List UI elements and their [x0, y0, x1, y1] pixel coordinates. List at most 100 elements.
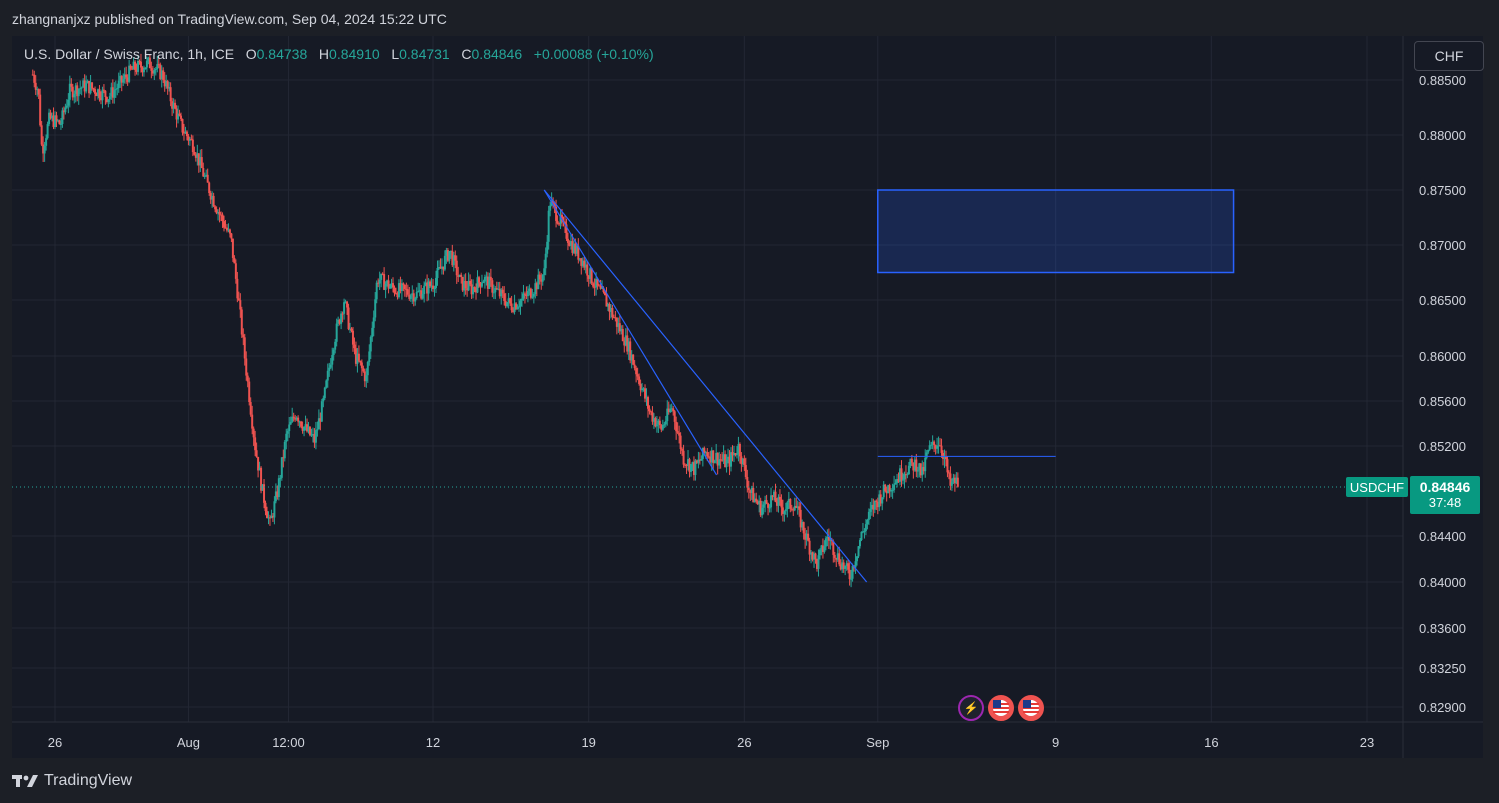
candle-body [45, 138, 48, 146]
candle-body [561, 214, 564, 222]
candle-body [878, 494, 881, 508]
candle-body [510, 303, 513, 311]
candle-body [605, 295, 608, 307]
candle-body [37, 89, 40, 95]
candle-body [466, 288, 469, 291]
candle-body [743, 458, 746, 466]
candle-body [91, 82, 94, 89]
candle-body [799, 509, 802, 528]
currency-button[interactable]: CHF [1414, 41, 1484, 71]
candle-body [897, 479, 900, 482]
candle-body [710, 450, 713, 463]
candle-body [758, 500, 761, 505]
candle-body [817, 555, 820, 569]
candle-body [649, 411, 652, 413]
us-flag-icon[interactable] [988, 695, 1014, 721]
candle-body [875, 500, 878, 502]
candle-body [630, 354, 633, 361]
candle-body [310, 434, 313, 436]
candle-body [307, 426, 310, 432]
candle-body [257, 456, 260, 471]
candle-body [89, 82, 92, 94]
candle-body [217, 211, 220, 214]
candle-body [316, 429, 319, 431]
x-tick-label: 9 [1052, 735, 1059, 750]
candle-body [523, 293, 526, 295]
candle-body [251, 414, 254, 429]
candle-body [286, 431, 289, 434]
candle-body [741, 458, 744, 465]
candle-body [329, 364, 332, 368]
candle-body [51, 115, 54, 119]
candle-body [780, 499, 783, 508]
candle-body [820, 545, 823, 550]
candle-body [909, 458, 912, 466]
candle-body [199, 157, 202, 166]
candle-body [472, 287, 475, 295]
candle-body [939, 445, 942, 447]
candle-body [644, 388, 647, 399]
x-tick-label: Sep [866, 735, 889, 750]
candle-body [240, 309, 243, 335]
candle-body [298, 421, 301, 423]
candle-body [501, 289, 504, 294]
candle-body [383, 274, 386, 290]
candle-body [896, 479, 899, 484]
candle-body [191, 139, 194, 153]
candle-body [132, 61, 135, 70]
candle-body [904, 474, 907, 476]
candle-body [725, 459, 728, 467]
us-flag-icon[interactable] [1018, 695, 1044, 721]
candle-body [221, 214, 224, 222]
candle-body [142, 69, 145, 73]
candle-body [890, 490, 893, 492]
candle-body [371, 327, 374, 338]
candle-body [344, 301, 347, 303]
candle-body [301, 426, 304, 431]
candle-body [764, 500, 767, 505]
candle-body [245, 358, 248, 376]
candle-body [540, 279, 543, 282]
tradingview-logo[interactable]: TradingView [12, 772, 132, 790]
candle-body [767, 503, 770, 508]
candle-body [420, 290, 423, 299]
candle-body [154, 68, 157, 70]
candle-body [789, 499, 792, 509]
candle-body [228, 229, 231, 234]
candle-body [454, 255, 457, 261]
candle-body [652, 418, 655, 422]
candle-body [255, 450, 258, 457]
candle-body [365, 375, 368, 382]
candle-body [446, 249, 449, 261]
candle-body [663, 424, 666, 426]
candle-body [838, 553, 841, 565]
candle-body [56, 120, 59, 122]
candle-body [768, 507, 771, 509]
candle-body [96, 89, 99, 97]
candle-body [62, 110, 65, 113]
candle-body [867, 511, 870, 520]
candle-body [584, 264, 587, 268]
candle-body [821, 545, 824, 552]
lightning-icon[interactable]: ⚡ [958, 695, 984, 721]
candle-body [596, 278, 599, 286]
candle-body [83, 80, 86, 92]
candle-body [108, 96, 111, 100]
candle-body [122, 79, 125, 83]
candle-body [888, 485, 891, 492]
chart-area[interactable]: 0.88500 0.88000 0.87500 0.87000 0.86500 0.860… [12, 36, 1483, 758]
candle-body [220, 214, 223, 216]
candle-body [814, 553, 817, 560]
candle-body [532, 293, 535, 297]
price-chart[interactable]: 0.88500 0.88000 0.87500 0.87000 0.86500 0.860… [12, 36, 1483, 758]
y-tick-label: 0.82900 [1419, 700, 1466, 715]
candle-body [366, 361, 369, 376]
candle-body [483, 277, 486, 282]
candle-body [387, 280, 390, 289]
candle-body [574, 243, 577, 254]
candle-body [805, 533, 808, 540]
candle-body [171, 101, 174, 109]
candle-body [526, 291, 529, 297]
candle-body [684, 464, 687, 466]
candle-body [535, 283, 538, 290]
